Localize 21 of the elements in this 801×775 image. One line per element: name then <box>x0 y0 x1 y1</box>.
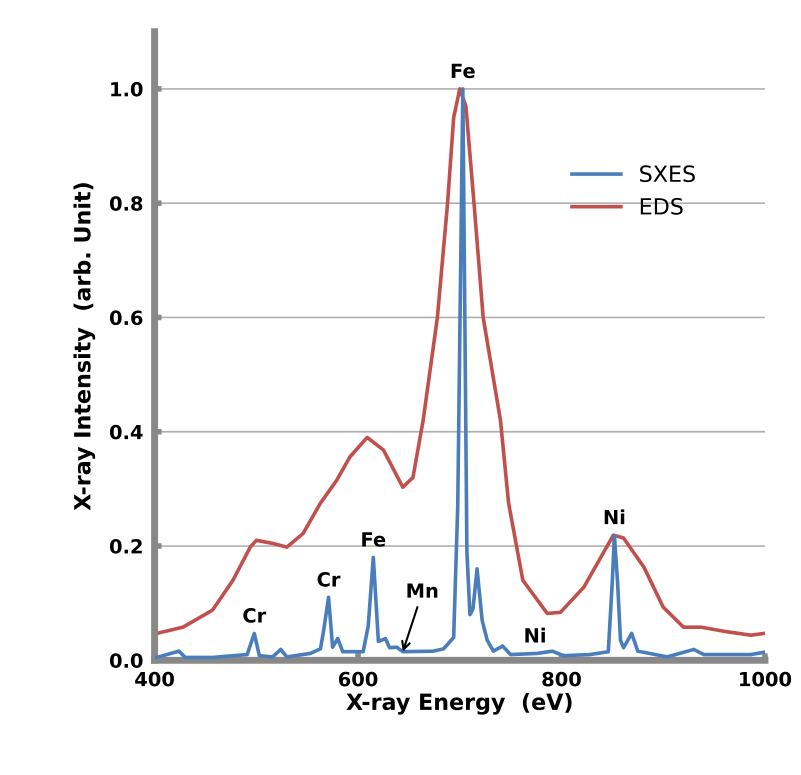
legend-label: SXES <box>640 165 695 182</box>
annotation: Ni <box>525 628 545 642</box>
y-tick-label: 0.0 <box>110 653 143 668</box>
annotation: Cr <box>318 572 340 587</box>
y-tick-label: 0.6 <box>110 310 142 326</box>
annotation: Cr <box>243 608 266 623</box>
x-tick-label: 400 <box>135 672 174 686</box>
x-tick-label: 800 <box>542 672 581 686</box>
annotation: Fe <box>362 532 386 547</box>
y-axis-title: X-ray Intensity (arb. Unit) <box>73 183 96 510</box>
annotation: Mn <box>407 584 438 598</box>
x-axis-title: X-ray Energy (eV) <box>346 693 572 715</box>
y-tick-label: 0.4 <box>110 424 143 440</box>
y-tick-label: 0.8 <box>110 196 142 211</box>
legend-label: EDS <box>640 198 683 215</box>
x-tick-label: 1000 <box>740 672 792 686</box>
x-tick-label: 600 <box>338 672 378 686</box>
y-tick-label: 1.0 <box>111 82 143 97</box>
y-tick-label: 0.2 <box>110 538 142 554</box>
annotation: Ni <box>604 509 624 524</box>
annotation: Fe <box>452 64 475 78</box>
